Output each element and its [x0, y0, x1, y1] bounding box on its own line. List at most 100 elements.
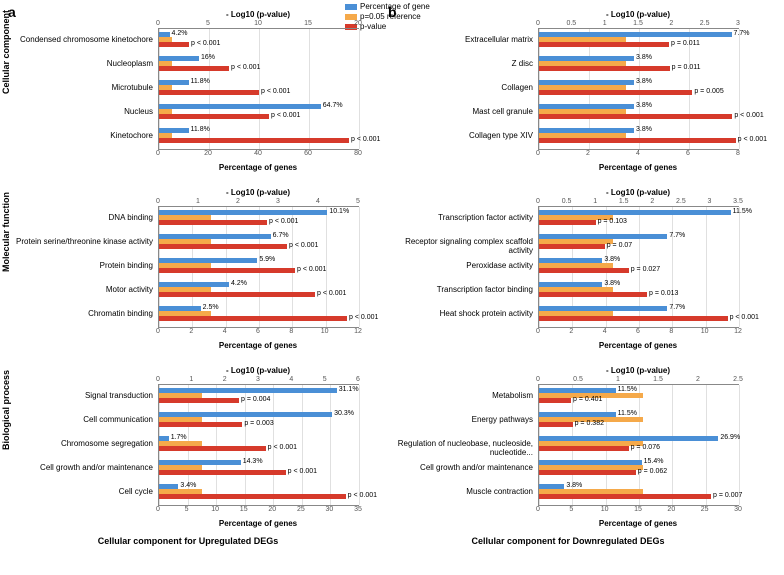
pvalue-label: p < 0.001 [231, 64, 260, 71]
bar-row: 6.7%p < 0.001 [159, 232, 359, 254]
bottom-axis-label: Percentage of genes [538, 341, 738, 350]
category-label: Muscle contraction [393, 487, 533, 496]
pvalue-label: p = 0.011 [671, 40, 700, 47]
pvalue-label: p = 0.013 [649, 290, 678, 297]
percent-label: 5.9% [259, 256, 275, 263]
pvalue-label: p = 0.401 [573, 396, 602, 403]
bar-row: 4.2%p < 0.001 [159, 280, 359, 302]
pvalue-label: p < 0.001 [288, 468, 317, 475]
percent-label: 7.7% [734, 30, 750, 37]
category-label: Cell growth and/or maintenance [13, 463, 153, 472]
bar-row: 7.7% p = 0.07 [539, 232, 739, 254]
pvalue-label: p = 0.07 [607, 242, 633, 249]
chart-block: - Log10 (p-value)Percentage of genes00.5… [388, 8, 748, 180]
pvalue-label: p < 0.001 [191, 40, 220, 47]
pvalue-label: p < 0.001 [317, 290, 346, 297]
percent-label: 11.8% [191, 78, 210, 85]
category-label: Condensed chromosome kinetochore [13, 35, 153, 44]
percent-label: 3.8% [636, 102, 652, 109]
category-label: Metabolism [393, 391, 533, 400]
percent-label: 3.8% [566, 482, 582, 489]
pvalue-label: p < 0.001 [349, 314, 378, 321]
pvalue-label: p = 0.027 [631, 266, 660, 273]
pvalue-label: p < 0.001 [730, 314, 759, 321]
bar-row: 11.8%p < 0.001 [159, 126, 359, 148]
percent-label: 2.5% [203, 304, 219, 311]
category-label: Protein binding [13, 261, 153, 270]
percent-label: 7.7% [669, 304, 685, 311]
category-label: Regulation of nucleobase, nucleoside, nu… [393, 439, 533, 457]
category-label: Collagen type XIV [393, 131, 533, 140]
pvalue-label: p = 0.005 [694, 88, 723, 95]
bar-row: 5.9%p < 0.001 [159, 256, 359, 278]
top-axis-label: - Log10 (p-value) [158, 188, 358, 197]
chart-area: 4.2%p < 0.00116%p < 0.00111.8%p < 0.0016… [158, 28, 359, 150]
category-label: DNA binding [13, 213, 153, 222]
category-label: Nucleoplasm [13, 59, 153, 68]
category-label: Heat shock protein activity [393, 309, 533, 318]
category-label: Z disc [393, 59, 533, 68]
pvalue-label: p < 0.001 [289, 242, 318, 249]
category-label: Receptor signaling complex scaffold acti… [393, 237, 533, 255]
category-label: Chromosome segregation [13, 439, 153, 448]
percent-label: 3.8% [604, 280, 620, 287]
bar-row: 14.3%p < 0.001 [159, 458, 359, 480]
category-label: Motor activity [13, 285, 153, 294]
percent-label: 26.9% [720, 434, 740, 441]
pvalue-label: p = 0.103 [598, 218, 627, 225]
category-label: Extracellular matrix [393, 35, 533, 44]
bar-row: 7.7%p = 0.011 [539, 30, 739, 52]
percent-label: 64.7% [323, 102, 343, 109]
bar-row: 64.7%p < 0.001 [159, 102, 359, 124]
chart-block: - Log10 (p-value)Percentage of genes00.5… [388, 186, 748, 358]
pvalue-label: p = 0.011 [672, 64, 701, 71]
bar-row: 15.4% p = 0.062 [539, 458, 739, 480]
top-axis-label: - Log10 (p-value) [158, 366, 358, 375]
chart-area: 11.5%p = 0.40111.5%p = 0.38226.9%p = 0.0… [538, 384, 739, 506]
bar-row: 11.5% p = 0.401 [539, 386, 739, 408]
percent-label: 10.1% [329, 208, 349, 215]
pvalue-label: p = 0.062 [638, 468, 667, 475]
bar-row: 11.8%p < 0.001 [159, 78, 359, 100]
category-label: Mast cell granule [393, 107, 533, 116]
category-label: Nucleus [13, 107, 153, 116]
top-axis-label: - Log10 (p-value) [538, 366, 738, 375]
top-axis-label: - Log10 (p-value) [538, 188, 738, 197]
bar-row: 16%p < 0.001 [159, 54, 359, 76]
percent-label: 3.8% [636, 54, 652, 61]
pvalue-label: p = 0.003 [244, 420, 273, 427]
pvalue-label: p = 0.004 [241, 396, 270, 403]
category-label: Transcription factor activity [393, 213, 533, 222]
bar-row: 1.7% p < 0.001 [159, 434, 359, 456]
category-label: Energy pathways [393, 415, 533, 424]
bar-row: 3.8% p = 0.011 [539, 54, 739, 76]
pvalue-label: p < 0.001 [734, 112, 763, 119]
bottom-axis-label: Percentage of genes [158, 341, 358, 350]
bottom-axis-label: Percentage of genes [158, 519, 358, 528]
percent-label: 1.7% [171, 434, 187, 441]
bar-row: 4.2%p < 0.001 [159, 30, 359, 52]
bar-row: 31.1%p = 0.004 [159, 386, 359, 408]
top-axis-label: - Log10 (p-value) [538, 10, 738, 19]
category-label: Signal transduction [13, 391, 153, 400]
pvalue-label: p < 0.001 [268, 444, 297, 451]
bar-row: 3.8%p = 0.007 [539, 482, 739, 504]
bar-row: 30.3%p = 0.003 [159, 410, 359, 432]
chart-block: Molecular function- Log10 (p-value)Perce… [8, 186, 368, 358]
percent-label: 3.8% [636, 78, 652, 85]
bar-row: 26.9%p = 0.076 [539, 434, 739, 456]
percent-label: 7.7% [669, 232, 685, 239]
chart-block: - Log10 (p-value)Percentage of genes00.5… [388, 364, 748, 536]
chart-area: 7.7%p = 0.011 3.8% p = 0.011 3.8% p = 0.005 3… [538, 28, 739, 150]
pvalue-label: p < 0.001 [738, 136, 767, 143]
bar-row: 3.8% p = 0.013 [539, 280, 739, 302]
panel-a: a Cellular component- Log10 (p-value)Per… [8, 8, 368, 546]
category-label: Transcription factor binding [393, 285, 533, 294]
bar-row: 10.1%p < 0.001 [159, 208, 359, 230]
percent-label: 11.5% [618, 386, 637, 393]
bottom-axis-label: Percentage of genes [158, 163, 358, 172]
percent-label: 15.4% [644, 458, 664, 465]
bar-row: 11.5%p = 0.103 [539, 208, 739, 230]
percent-label: 3.8% [604, 256, 620, 263]
pvalue-label: p < 0.001 [351, 136, 380, 143]
